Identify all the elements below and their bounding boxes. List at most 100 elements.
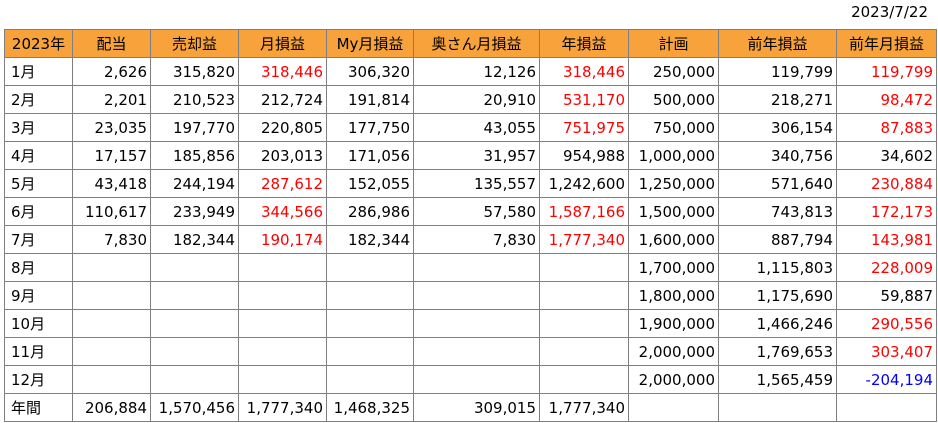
table-cell: [326, 281, 414, 310]
column-header: 前年損益: [718, 29, 837, 58]
table-cell: 7,830: [72, 225, 151, 254]
table-cell: 197,770: [150, 113, 239, 142]
row-label: 3月: [4, 113, 73, 142]
table-cell: 12,126: [413, 57, 540, 86]
table-cell: 218,271: [718, 85, 837, 114]
row-label: 7月: [4, 225, 73, 254]
table-cell: 2,201: [72, 85, 151, 114]
table-cell: 220,805: [238, 113, 327, 142]
table-cell: 228,009: [836, 253, 937, 282]
table-cell: 1,587,166: [539, 197, 629, 226]
row-label: 2月: [4, 85, 73, 114]
table-row: 年間 206,884 1,570,456 1,777,340 1,468,325 309,…: [4, 393, 937, 422]
table-cell: 206,884: [72, 393, 151, 422]
table-cell: 500,000: [628, 85, 719, 114]
table-row: 10月 1,900,000 1,466,246 290,556: [4, 309, 937, 338]
table-cell: 1,565,459: [718, 365, 837, 394]
table-cell: [326, 365, 414, 394]
table-cell: [238, 253, 327, 282]
table-cell: 1,700,000: [628, 253, 719, 282]
table-row: 12月 2,000,000 1,565,459 -204,194: [4, 365, 937, 394]
table-cell: 2,626: [72, 57, 151, 86]
header-row: 2023年 配当 売却益 月損益 My月損益 奥さん月損益 年損益 計画 前年損益 前年月損益: [4, 29, 937, 58]
column-header: 年損益: [539, 29, 629, 58]
table-cell: 571,640: [718, 169, 837, 198]
table-cell: 20,910: [413, 85, 540, 114]
table-cell: 87,883: [836, 113, 937, 142]
table-cell: 303,407: [836, 337, 937, 366]
table-cell: 43,055: [413, 113, 540, 142]
table-cell: 152,055: [326, 169, 414, 198]
date-label: 2023/7/22: [851, 3, 928, 21]
table-cell: 1,800,000: [628, 281, 719, 310]
table-cell: 318,446: [539, 57, 629, 86]
table-cell: 119,799: [718, 57, 837, 86]
table-cell: 340,756: [718, 141, 837, 170]
table-cell: [539, 365, 629, 394]
table-cell: 1,600,000: [628, 225, 719, 254]
row-label: 6月: [4, 197, 73, 226]
table-cell: [238, 337, 327, 366]
table-cell: 1,570,456: [150, 393, 239, 422]
column-header: 配当: [72, 29, 151, 58]
table-cell: 1,777,340: [539, 393, 629, 422]
table-cell: -204,194: [836, 365, 937, 394]
table-cell: 318,446: [238, 57, 327, 86]
table-cell: [150, 309, 239, 338]
table-cell: [72, 309, 151, 338]
table-cell: 119,799: [836, 57, 937, 86]
table-cell: 34,602: [836, 141, 937, 170]
row-label: 8月: [4, 253, 73, 282]
table-cell: [72, 281, 151, 310]
table-cell: [539, 337, 629, 366]
table-cell: 315,820: [150, 57, 239, 86]
table-row: 5月 43,418 244,194 287,612 152,055 135,557 1,24…: [4, 169, 937, 198]
table-cell: [836, 393, 937, 422]
table-cell: 290,556: [836, 309, 937, 338]
table-cell: [150, 337, 239, 366]
table-cell: [413, 281, 540, 310]
table-cell: [413, 337, 540, 366]
table-cell: 1,777,340: [539, 225, 629, 254]
table-cell: 143,981: [836, 225, 937, 254]
profit-loss-table: 2023年 配当 売却益 月損益 My月損益 奥さん月損益 年損益 計画 前年損益 前年月損益 1…: [4, 29, 937, 422]
table-cell: [539, 281, 629, 310]
table-cell: 203,013: [238, 141, 327, 170]
table-cell: 531,170: [539, 85, 629, 114]
column-header: 奥さん月損益: [413, 29, 540, 58]
table-cell: 31,957: [413, 141, 540, 170]
table-cell: 23,035: [72, 113, 151, 142]
table-cell: 1,115,803: [718, 253, 837, 282]
table-cell: 2,000,000: [628, 365, 719, 394]
table-cell: 182,344: [326, 225, 414, 254]
table-cell: 286,986: [326, 197, 414, 226]
table-cell: [238, 281, 327, 310]
table-body: 1月 2,626 315,820 318,446 306,320 12,126 318,44…: [4, 57, 937, 422]
column-header: 前年月損益: [836, 29, 937, 58]
table-cell: [413, 365, 540, 394]
table-cell: 1,466,246: [718, 309, 837, 338]
table-cell: [628, 393, 719, 422]
table-cell: 98,472: [836, 85, 937, 114]
table-cell: 2,000,000: [628, 337, 719, 366]
table-row: 8月 1,700,000 1,115,803 228,009: [4, 253, 937, 282]
table-cell: 233,949: [150, 197, 239, 226]
table-cell: 110,617: [72, 197, 151, 226]
table-cell: [72, 337, 151, 366]
table-cell: 1,500,000: [628, 197, 719, 226]
table-cell: 1,468,325: [326, 393, 414, 422]
table-row: 2月 2,201 210,523 212,724 191,814 20,910 531,17…: [4, 85, 937, 114]
table-cell: 191,814: [326, 85, 414, 114]
table-cell: [150, 365, 239, 394]
table-cell: 1,250,000: [628, 169, 719, 198]
table-cell: 57,580: [413, 197, 540, 226]
row-label: 4月: [4, 141, 73, 170]
table-cell: 309,015: [413, 393, 540, 422]
table-cell: 287,612: [238, 169, 327, 198]
table-row: 1月 2,626 315,820 318,446 306,320 12,126 318,44…: [4, 57, 937, 86]
column-header: My月損益: [326, 29, 414, 58]
table-cell: [72, 253, 151, 282]
table-cell: 171,056: [326, 141, 414, 170]
table-cell: 190,174: [238, 225, 327, 254]
table-row: 11月 2,000,000 1,769,653 303,407: [4, 337, 937, 366]
